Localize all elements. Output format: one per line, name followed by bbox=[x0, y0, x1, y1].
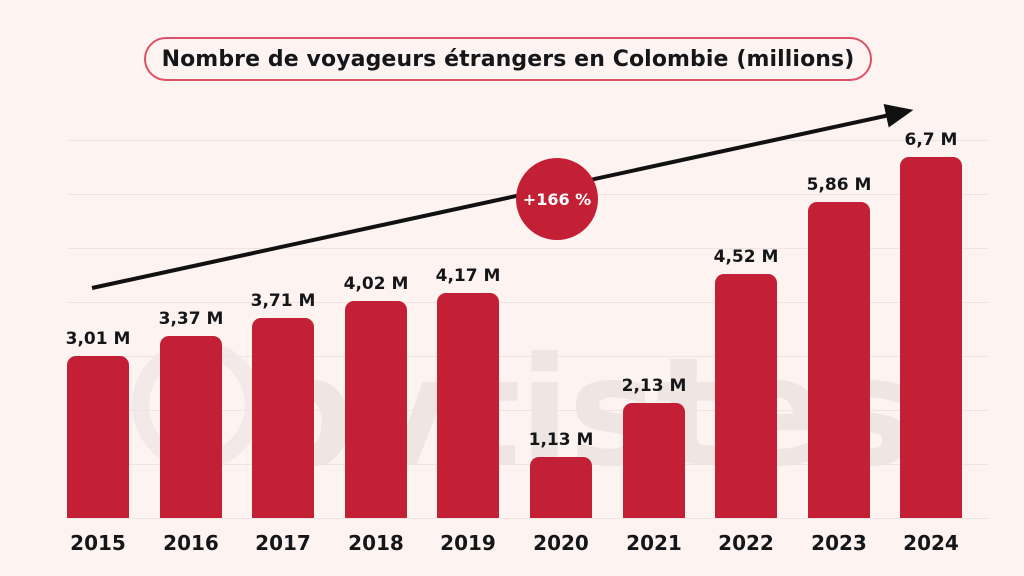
x-axis-tick-2016: 2016 bbox=[163, 531, 219, 555]
bar-2024 bbox=[900, 157, 962, 518]
bar-value-label-2021: 2,13 M bbox=[621, 376, 687, 396]
x-axis-tick-2021: 2021 bbox=[626, 531, 682, 555]
bar-2020 bbox=[530, 457, 592, 518]
bar-2023 bbox=[808, 202, 870, 518]
bar-value-label-2024: 6,7 M bbox=[904, 130, 958, 150]
bar-value-label-2016: 3,37 M bbox=[158, 309, 224, 329]
x-axis-tick-2020: 2020 bbox=[533, 531, 589, 555]
bar-2017 bbox=[252, 318, 314, 518]
chart-title-pill: Nombre de voyageurs étrangers en Colombi… bbox=[144, 37, 872, 81]
growth-badge-label: +166 % bbox=[522, 189, 592, 209]
bar-value-label-2022: 4,52 M bbox=[713, 247, 779, 267]
bar-value-label-2015: 3,01 M bbox=[65, 329, 131, 349]
bar-2018 bbox=[345, 301, 407, 518]
x-axis-tick-2018: 2018 bbox=[348, 531, 404, 555]
bar-2016 bbox=[160, 336, 222, 518]
x-axis-tick-2022: 2022 bbox=[718, 531, 774, 555]
bar-value-label-2017: 3,71 M bbox=[250, 291, 316, 311]
x-axis-tick-2015: 2015 bbox=[70, 531, 126, 555]
page-title: Nombre de voyageurs étrangers en Colombi… bbox=[161, 46, 855, 72]
x-axis-tick-2017: 2017 bbox=[255, 531, 311, 555]
bar-2022 bbox=[715, 274, 777, 518]
x-axis-tick-2024: 2024 bbox=[903, 531, 959, 555]
bar-2021 bbox=[623, 403, 685, 518]
x-axis-tick-2023: 2023 bbox=[811, 531, 867, 555]
bar-value-label-2023: 5,86 M bbox=[806, 175, 872, 195]
bar-value-label-2019: 4,17 M bbox=[435, 266, 501, 286]
bar-2015 bbox=[67, 356, 129, 518]
x-axis-tick-2019: 2019 bbox=[440, 531, 496, 555]
bar-value-label-2020: 1,13 M bbox=[528, 430, 594, 450]
growth-badge: +166 % bbox=[516, 158, 598, 240]
bar-2019 bbox=[437, 293, 499, 518]
